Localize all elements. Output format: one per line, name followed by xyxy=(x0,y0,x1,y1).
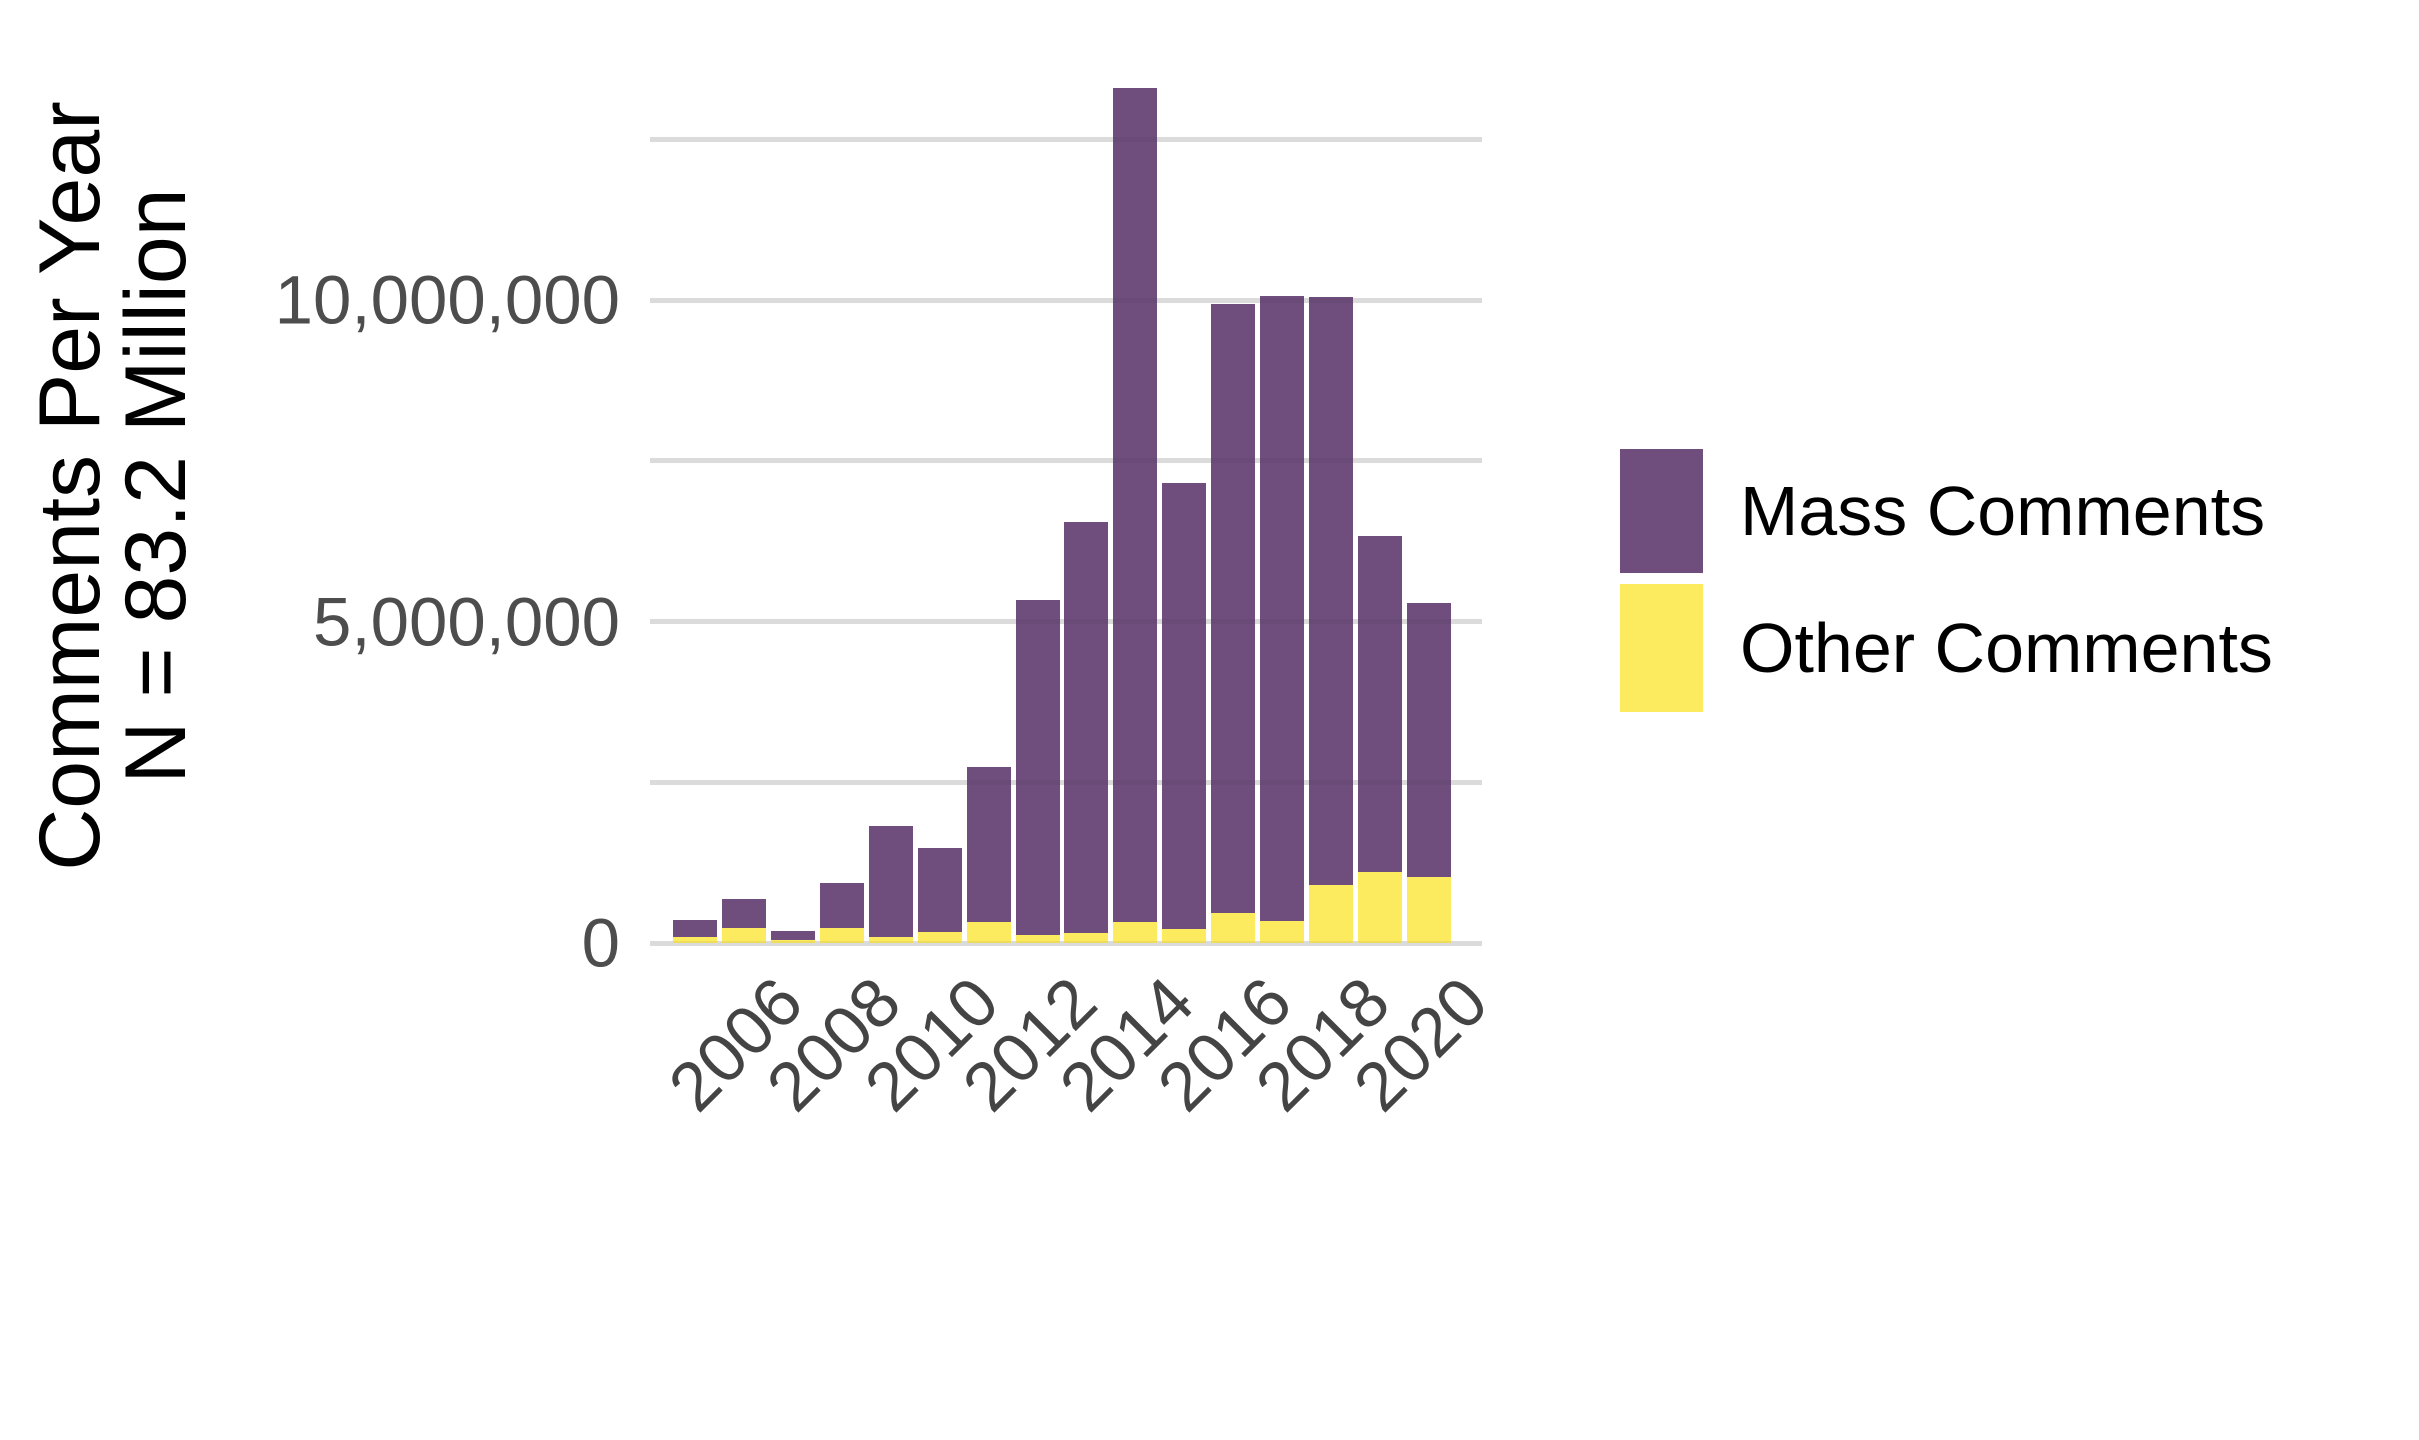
bar-other-2014 xyxy=(1113,922,1158,943)
bar-mass-2012 xyxy=(1015,599,1060,936)
bar-mass-2014 xyxy=(1113,87,1158,923)
gridline-overlay-12500000 xyxy=(650,136,1482,142)
bar-mass-2015 xyxy=(1162,482,1207,930)
gridline-7500000 xyxy=(650,458,1482,464)
y-axis-title-line2: N = 83.2 Million xyxy=(108,188,204,784)
legend-label-other-comments: Other Comments xyxy=(1740,609,2273,687)
bar-mass-2013 xyxy=(1064,522,1109,934)
bar-other-2013 xyxy=(1064,933,1109,943)
bar-other-2010 xyxy=(917,932,962,943)
bar-other-2005 xyxy=(673,937,717,943)
bar-other-2012 xyxy=(1015,935,1060,943)
bar-mass-2018 xyxy=(1309,297,1354,886)
bar-other-2008 xyxy=(819,928,864,943)
y-tick-label-10,000,000: 10,000,000 xyxy=(274,261,620,339)
bar-other-2009 xyxy=(868,937,913,943)
gridline-overlay-7500000 xyxy=(650,458,1482,464)
bar-other-2017 xyxy=(1260,921,1305,943)
gridline-12500000 xyxy=(650,136,1482,142)
bar-mass-2017 xyxy=(1260,296,1305,922)
y-axis-title: Comments Per Year N = 83.2 Million xyxy=(22,16,204,956)
bar-other-2018 xyxy=(1309,885,1354,943)
bar-other-2016 xyxy=(1211,913,1256,943)
gridline-overlay-0 xyxy=(650,940,1482,946)
bar-mass-2010 xyxy=(917,848,962,933)
bar-mass-2016 xyxy=(1211,303,1256,914)
gridline-0 xyxy=(650,940,1482,946)
bar-other-2020 xyxy=(1406,876,1451,943)
bar-mass-2011 xyxy=(966,766,1011,922)
bar-other-2007 xyxy=(770,939,815,943)
legend-key-other-comments xyxy=(1620,584,1703,712)
bar-mass-2006 xyxy=(721,899,766,929)
bar-mass-2009 xyxy=(868,825,913,938)
bar-mass-2008 xyxy=(819,882,864,929)
y-tick-label-0: 0 xyxy=(581,904,620,982)
bar-mass-2005 xyxy=(673,919,717,938)
bar-mass-2020 xyxy=(1406,602,1451,877)
bar-mass-2019 xyxy=(1358,535,1403,873)
legend-label-mass-comments: Mass Comments xyxy=(1740,472,2266,550)
gridline-overlay-2500000 xyxy=(650,779,1482,785)
gridline-overlay-5000000 xyxy=(650,619,1482,624)
legend: Mass Comments Other Comments xyxy=(1620,449,2400,749)
bar-other-2011 xyxy=(966,921,1011,943)
gridline-10000000 xyxy=(650,297,1482,303)
bar-mass-2007 xyxy=(770,931,815,940)
y-tick-label-5,000,000: 5,000,000 xyxy=(313,583,620,660)
bar-other-2019 xyxy=(1358,872,1403,943)
y-axis-title-line1: Comments Per Year xyxy=(22,101,118,871)
legend-key-mass-comments xyxy=(1620,449,1703,573)
gridline-overlay-10000000 xyxy=(650,297,1482,303)
bar-other-2006 xyxy=(721,928,766,943)
bar-other-2015 xyxy=(1162,929,1207,943)
